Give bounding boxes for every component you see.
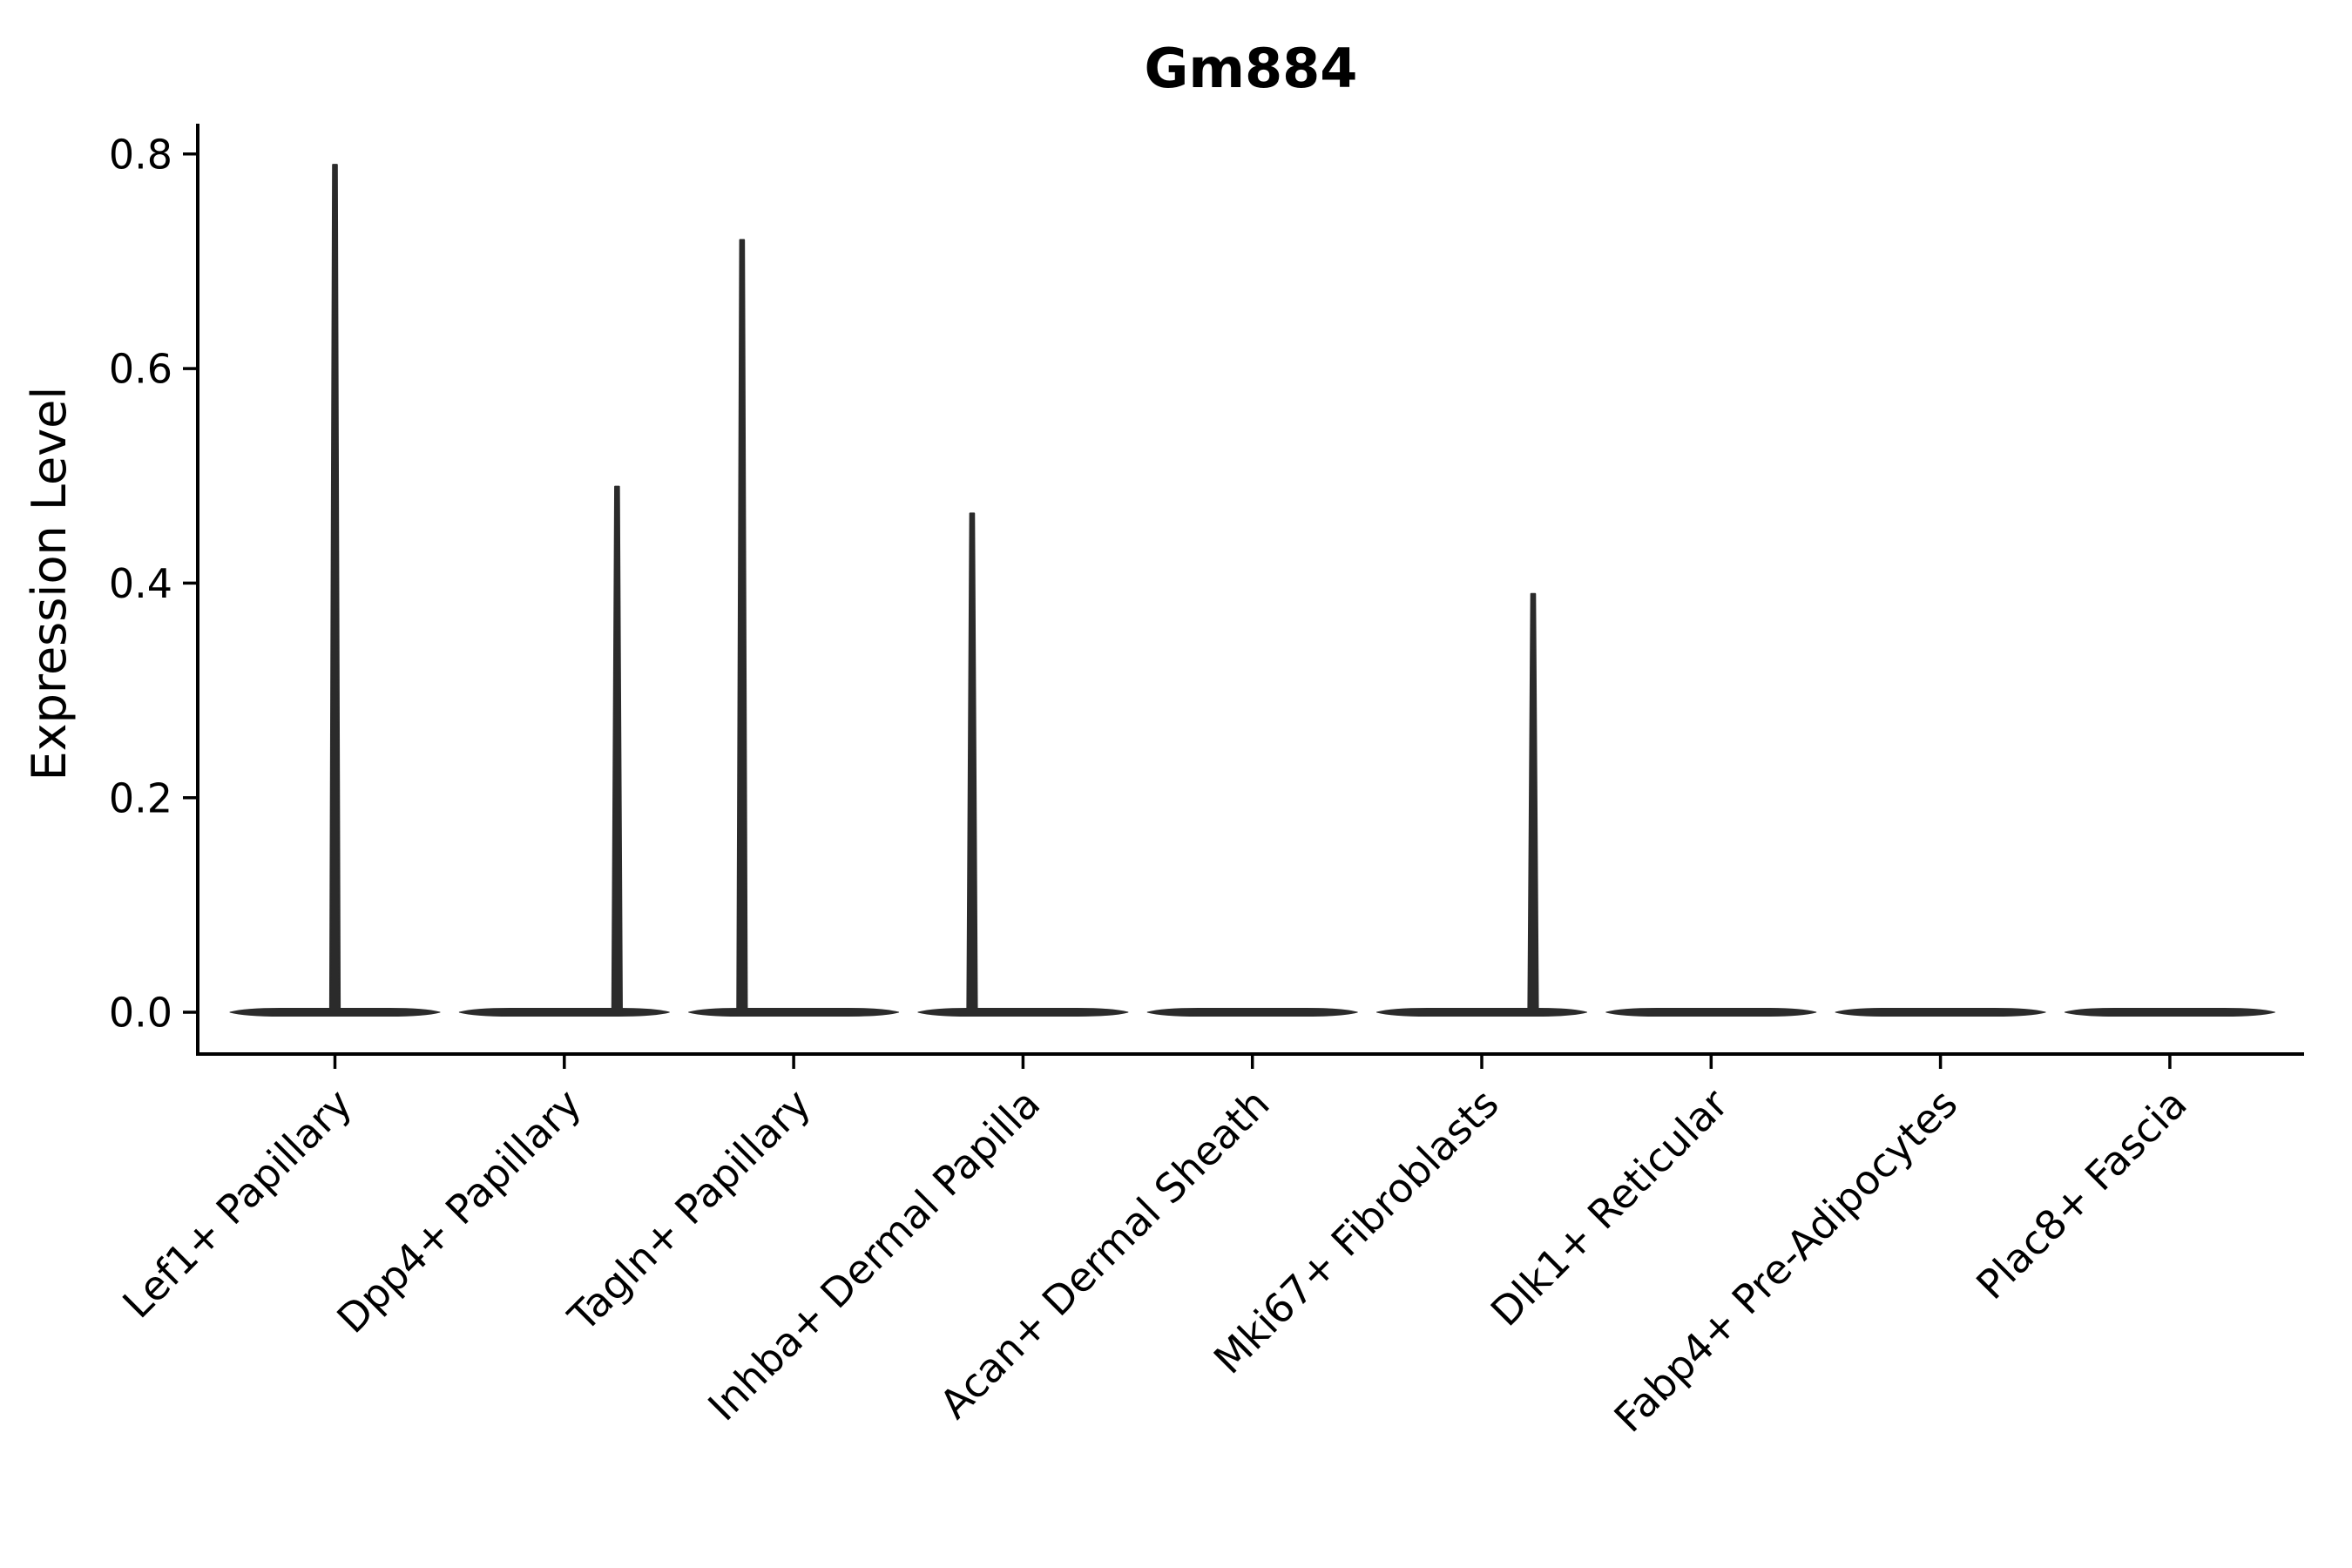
x-tick-label: Dpp4+ Papillary (328, 1080, 590, 1342)
y-tick-label: 0.8 (109, 131, 172, 178)
violin-body (458, 1008, 670, 1017)
violin-spike (1527, 592, 1539, 1011)
violin-body (688, 1008, 900, 1017)
violin-body (917, 1008, 1129, 1017)
violin-spike (611, 485, 623, 1011)
violin-spike (736, 239, 748, 1011)
x-tick-label: Plac8+ Fascia (1967, 1080, 2195, 1308)
violin-body (1605, 1008, 1817, 1017)
x-tick-label: Tagln+ Papillary (558, 1080, 820, 1342)
violin-spike (328, 164, 341, 1011)
y-axis-label: Expression Level (22, 387, 77, 781)
violin-spike (966, 512, 978, 1011)
y-tick-label: 0.2 (109, 774, 172, 821)
x-tick-label: Lef1+ Papillary (113, 1080, 361, 1328)
violin-body (1146, 1008, 1358, 1017)
violin-body (2064, 1008, 2275, 1017)
violin-body (1835, 1008, 2046, 1017)
y-tick-label: 0.4 (109, 560, 172, 607)
x-tick-label: Dlk1+ Reticular (1482, 1080, 1737, 1335)
y-tick-label: 0.0 (109, 990, 172, 1037)
violin-body (229, 1008, 441, 1017)
violin-body (1376, 1008, 1587, 1017)
chart-title: Gm884 (1145, 37, 1358, 100)
y-tick-label: 0.6 (109, 346, 172, 393)
